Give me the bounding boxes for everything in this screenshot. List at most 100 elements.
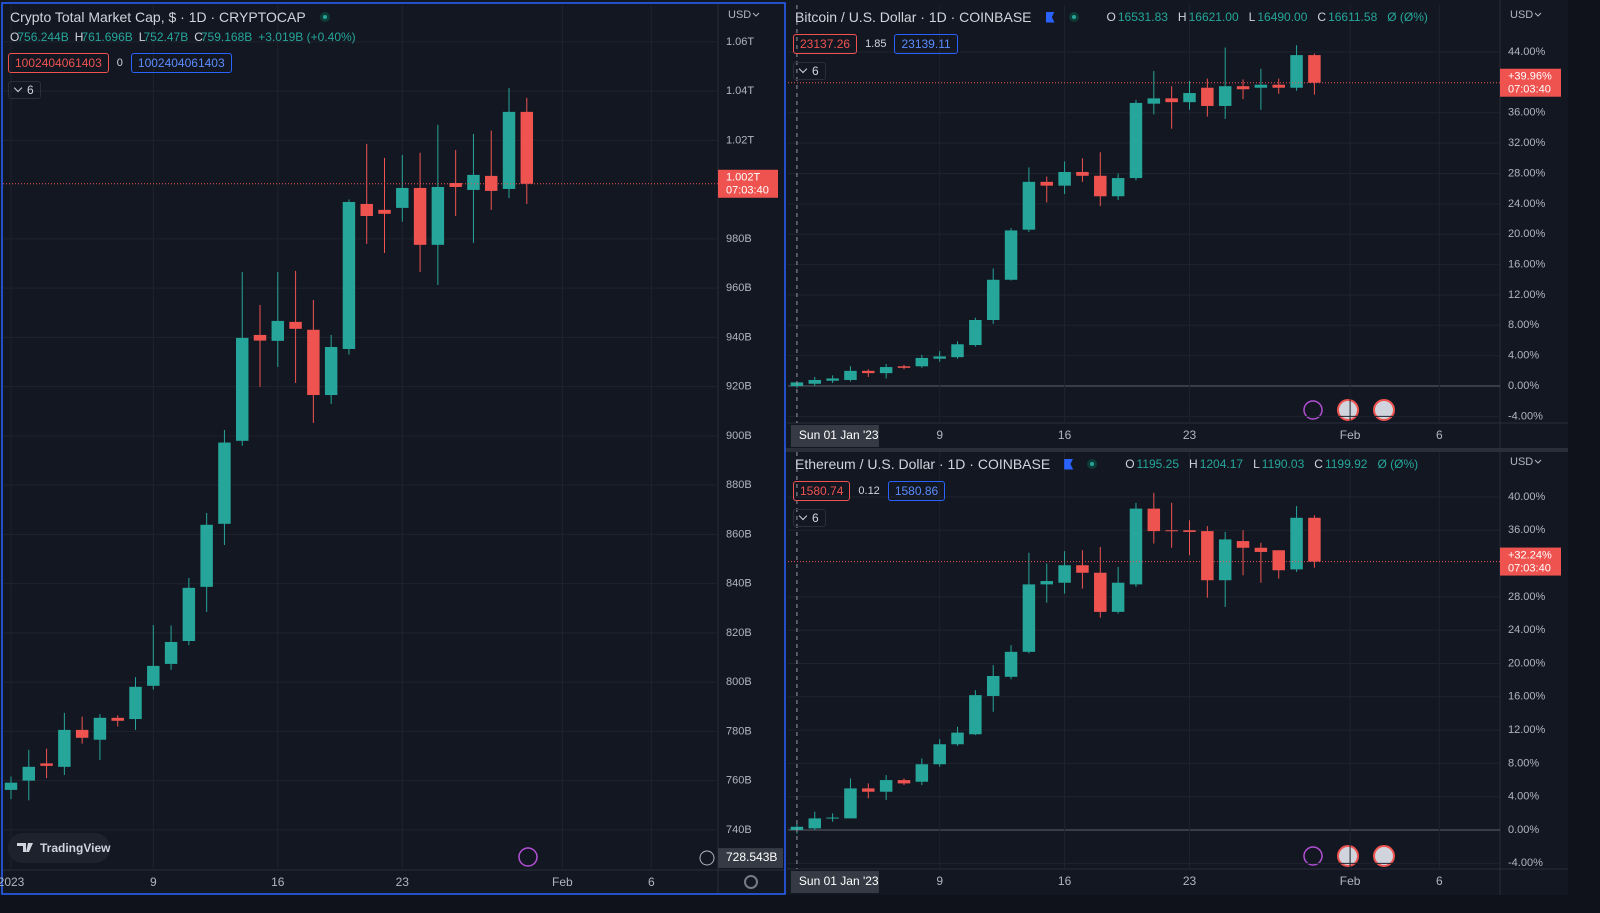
exchange-flag [1045,11,1055,23]
pane-separator [786,448,1568,452]
chevron [798,64,808,74]
x-tick-label: 16 [1058,428,1072,442]
crosshair-y-label: 728.543B [726,850,777,864]
collapse-button[interactable]: 6 [793,509,826,527]
candle-body [933,744,946,765]
candle-body [1308,55,1321,83]
candle-body [808,379,822,384]
candle-body [986,279,1000,320]
candle-body [1004,230,1018,280]
ohlc-key: H [1189,457,1198,471]
y-tick-label: -4.00% [1508,410,1543,422]
candle-body [897,366,911,368]
candle-body [58,729,71,767]
us-event[interactable] [1373,399,1395,421]
indicator-row: 1580.74 0.12 1580.86 [793,481,946,501]
crosshair-x-label: Sun 01 Jan '23 [799,428,879,442]
candle-body [111,717,124,721]
candle-body [1272,84,1285,88]
ohlc-value: 16611.58 [1328,10,1378,24]
countdown: 07:03:40 [726,185,769,197]
header-row: Bitcoin / U.S. Dollar · 1D · COINBASE O 16… [795,7,1428,27]
y-tick-label: 840B [726,578,752,590]
settings-icon[interactable] [744,875,758,889]
event-icon[interactable] [1303,846,1323,866]
y-tick-label: 44.00% [1508,46,1546,58]
indicator-value: 0.12 [858,485,880,497]
y-tick-label: 40.00% [1508,491,1546,503]
change: Ø (Ø%) [1377,457,1419,471]
last-price-label: 1.002T [726,172,761,184]
us-event[interactable] [1337,399,1359,421]
candle-body [1236,541,1250,548]
candle-body [1058,565,1071,583]
candle-body [1094,572,1107,612]
y-tick-label: 1.04T [726,85,754,97]
indicator-value: 0 [116,57,123,69]
currency: USD [1510,9,1533,21]
y-tick-label: 1.02T [726,134,754,146]
y-tick-label: 24.00% [1508,198,1546,210]
y-tick-label: 980B [726,233,752,245]
ohlc-value: 752.47B [143,30,189,44]
y-tick-label: 740B [726,824,752,836]
add-button[interactable] [699,850,715,866]
candle-body [1040,181,1053,186]
x-tick-label: 6 [1436,874,1443,888]
collapse-button[interactable]: 6 [8,81,41,99]
y-tick-label: 920B [726,381,752,393]
collapse-button[interactable]: 6 [793,62,826,80]
us-event[interactable] [1373,845,1395,867]
live-dot [1087,459,1098,469]
ohlc-key: C [194,30,203,44]
x-tick-label: 16 [271,875,285,889]
candle-body [324,347,338,396]
currency-chevron [1534,459,1542,464]
candle-body [951,732,964,745]
logo-mark [17,843,33,852]
last-price-box [718,169,778,198]
y-tick-label: 32.00% [1508,137,1546,149]
event-icon[interactable] [1303,400,1323,420]
candle-body [1201,531,1214,581]
y-tick-label: 8.00% [1508,319,1539,331]
collapsed-count: 6 [812,511,819,525]
logo-text: TradingView [40,841,111,855]
ohlc-key: L [1253,457,1260,471]
us-event[interactable] [1337,845,1359,867]
plot-area [3,5,718,870]
ohlc-key: O [10,30,20,44]
y-tick-label: 28.00% [1508,591,1546,603]
candle-body [1076,171,1089,176]
candle-body [897,780,911,784]
candle-body [22,766,36,781]
candle-body [844,370,857,380]
indicator-value: 23139.11 [894,34,958,54]
currency-chevron [752,12,760,17]
ohlc-value: 1199.92 [1324,457,1368,471]
event-icon[interactable] [518,847,538,867]
candle-body [307,329,320,396]
candle-body [879,367,893,374]
change: +3.019B (+0.40%) [258,30,356,44]
candle-body [1004,651,1018,677]
event-icons [518,400,1323,867]
candle-body [342,201,356,349]
candle-body [1111,178,1125,197]
chart-title: Crypto Total Market Cap, $ · 1D · CRYPTO… [10,9,306,25]
y-tick-label: 760B [726,775,752,787]
y-tick-label: 4.00% [1508,791,1539,803]
candle-body [502,111,516,189]
y-tick-label: 36.00% [1508,524,1546,536]
y-tick-label: 16.00% [1508,258,1546,270]
candle-body [467,174,480,190]
candle-body [1165,530,1178,532]
chevron [13,83,23,93]
currency-chevron [1534,12,1542,17]
candle-body [93,717,107,740]
candle-body [378,209,391,214]
candle-body [1254,547,1268,552]
candle-body [969,319,982,346]
candle-body [1165,98,1178,103]
